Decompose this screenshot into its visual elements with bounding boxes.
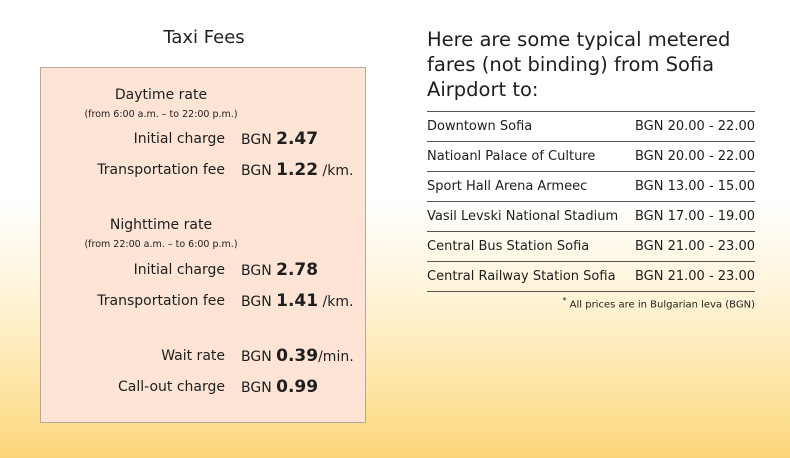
fare-price: BGN 21.00 - 23.00 [634,269,755,284]
table-row: Vasil Levski National Stadium BGN 17.00 … [427,202,755,232]
daytime-initial-label: Initial charge [133,131,225,147]
table-row: Downtown Sofia BGN 20.00 - 22.00 [427,112,755,142]
fare-destination: Downtown Sofia [427,119,533,134]
daytime-rate-note: (from 6:00 a.m. – to 22:00 p.m.) [84,109,238,120]
table-row: Central Bus Station Sofia BGN 21.00 - 23… [427,232,755,262]
nighttime-initial-label: Initial charge [133,262,225,278]
nighttime-transport-value: BGN 1.41 /km. [241,291,354,311]
fare-price: BGN 20.00 - 22.00 [634,149,755,164]
wait-rate-value: BGN 0.39/min. [241,346,354,366]
table-row: Central Railway Station Sofia BGN 21.00 … [427,262,755,292]
fare-price: BGN 20.00 - 22.00 [634,119,755,134]
nighttime-rate-title: Nighttime rate [109,217,213,233]
table-row: Natioanl Palace of Culture BGN 20.00 - 2… [427,142,755,172]
daytime-rate-title: Daytime rate [114,87,208,103]
footnote-text: All prices are in Bulgarian leva (BGN) [569,299,755,311]
typical-fares-title: Here are some typical metered fares (not… [427,28,731,101]
fare-destination: Natioanl Palace of Culture [427,149,596,164]
fare-destination: Vasil Levski National Stadium [427,209,619,224]
taxi-fees-title: Taxi Fees [163,27,245,48]
daytime-initial-value: BGN 2.47 [241,129,319,149]
fare-price: BGN 17.00 - 19.00 [634,209,755,224]
fares-table: Downtown Sofia BGN 20.00 - 22.00 Natioan… [427,111,755,292]
fare-destination: Sport Hall Arena Armeec [427,179,588,194]
daytime-transport-label: Transportation fee [97,162,225,178]
nighttime-initial-value: BGN 2.78 [241,260,319,280]
callout-charge-value: BGN 0.99 [241,377,319,397]
fare-destination: Central Bus Station Sofia [427,239,590,254]
fare-destination: Central Railway Station Sofia [427,269,616,284]
fare-price: BGN 13.00 - 15.00 [634,179,755,194]
table-row: Sport Hall Arena Armeec BGN 13.00 - 15.0… [427,172,755,202]
prices-footnote: * All prices are in Bulgarian leva (BGN) [562,296,755,310]
daytime-transport-value: BGN 1.22 /km. [241,160,354,180]
callout-charge-label: Call-out charge [118,379,225,395]
fare-price: BGN 21.00 - 23.00 [634,239,755,254]
taxi-fees-box: Daytime rate (from 6:00 a.m. – to 22:00 … [40,67,366,423]
nighttime-rate-note: (from 22:00 a.m. – to 6:00 p.m.) [84,239,238,250]
wait-rate-label: Wait rate [161,348,225,364]
footnote-mark: * [562,296,567,305]
nighttime-transport-label: Transportation fee [97,293,225,309]
